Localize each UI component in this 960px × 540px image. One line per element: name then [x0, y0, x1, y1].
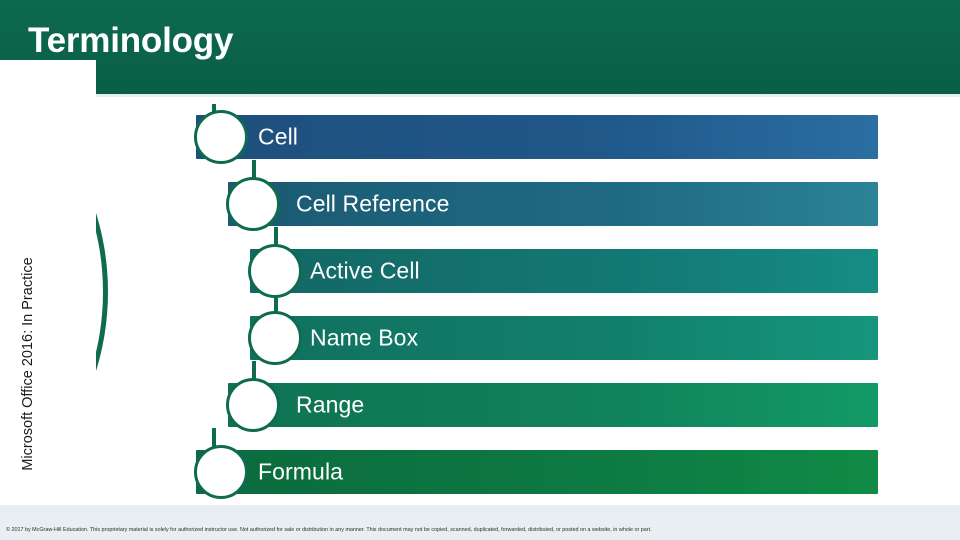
list-item-bar	[250, 316, 878, 360]
list-item-bar	[250, 249, 878, 293]
list-item-label: Cell	[258, 123, 299, 150]
list-item-label: Name Box	[310, 324, 419, 351]
list-item-bar	[228, 182, 878, 226]
list-item-bullet	[194, 110, 248, 164]
list-item-bullet	[248, 311, 302, 365]
slide-footer	[0, 505, 960, 540]
list-item-bullet	[194, 445, 248, 499]
list-item-bullet	[248, 244, 302, 298]
list-item-bar	[196, 450, 878, 494]
list-item-bullet	[226, 177, 280, 231]
list-item[interactable]: Cell	[194, 110, 878, 164]
list-item-label: Active Cell	[310, 257, 420, 284]
slide-header: Terminology	[0, 0, 960, 97]
header-accent-line	[0, 94, 960, 97]
list-item-bar	[196, 115, 878, 159]
list-item[interactable]: Cell Reference	[226, 177, 878, 231]
list-item[interactable]: Active Cell	[248, 244, 878, 298]
page-title: Terminology	[28, 21, 234, 60]
list-item-bullet	[226, 378, 280, 432]
list-item-label: Range	[296, 391, 365, 418]
list-item[interactable]: Range	[226, 378, 878, 432]
copyright-notice: © 2017 by McGraw-Hill Education. This pr…	[6, 526, 652, 533]
list-item[interactable]: Name Box	[248, 311, 878, 365]
list-item[interactable]: Formula	[194, 445, 878, 499]
list-item-bar	[228, 383, 878, 427]
list-item-label: Cell Reference	[296, 190, 450, 217]
arc-mask	[0, 60, 96, 520]
list-item-label: Formula	[258, 458, 344, 485]
